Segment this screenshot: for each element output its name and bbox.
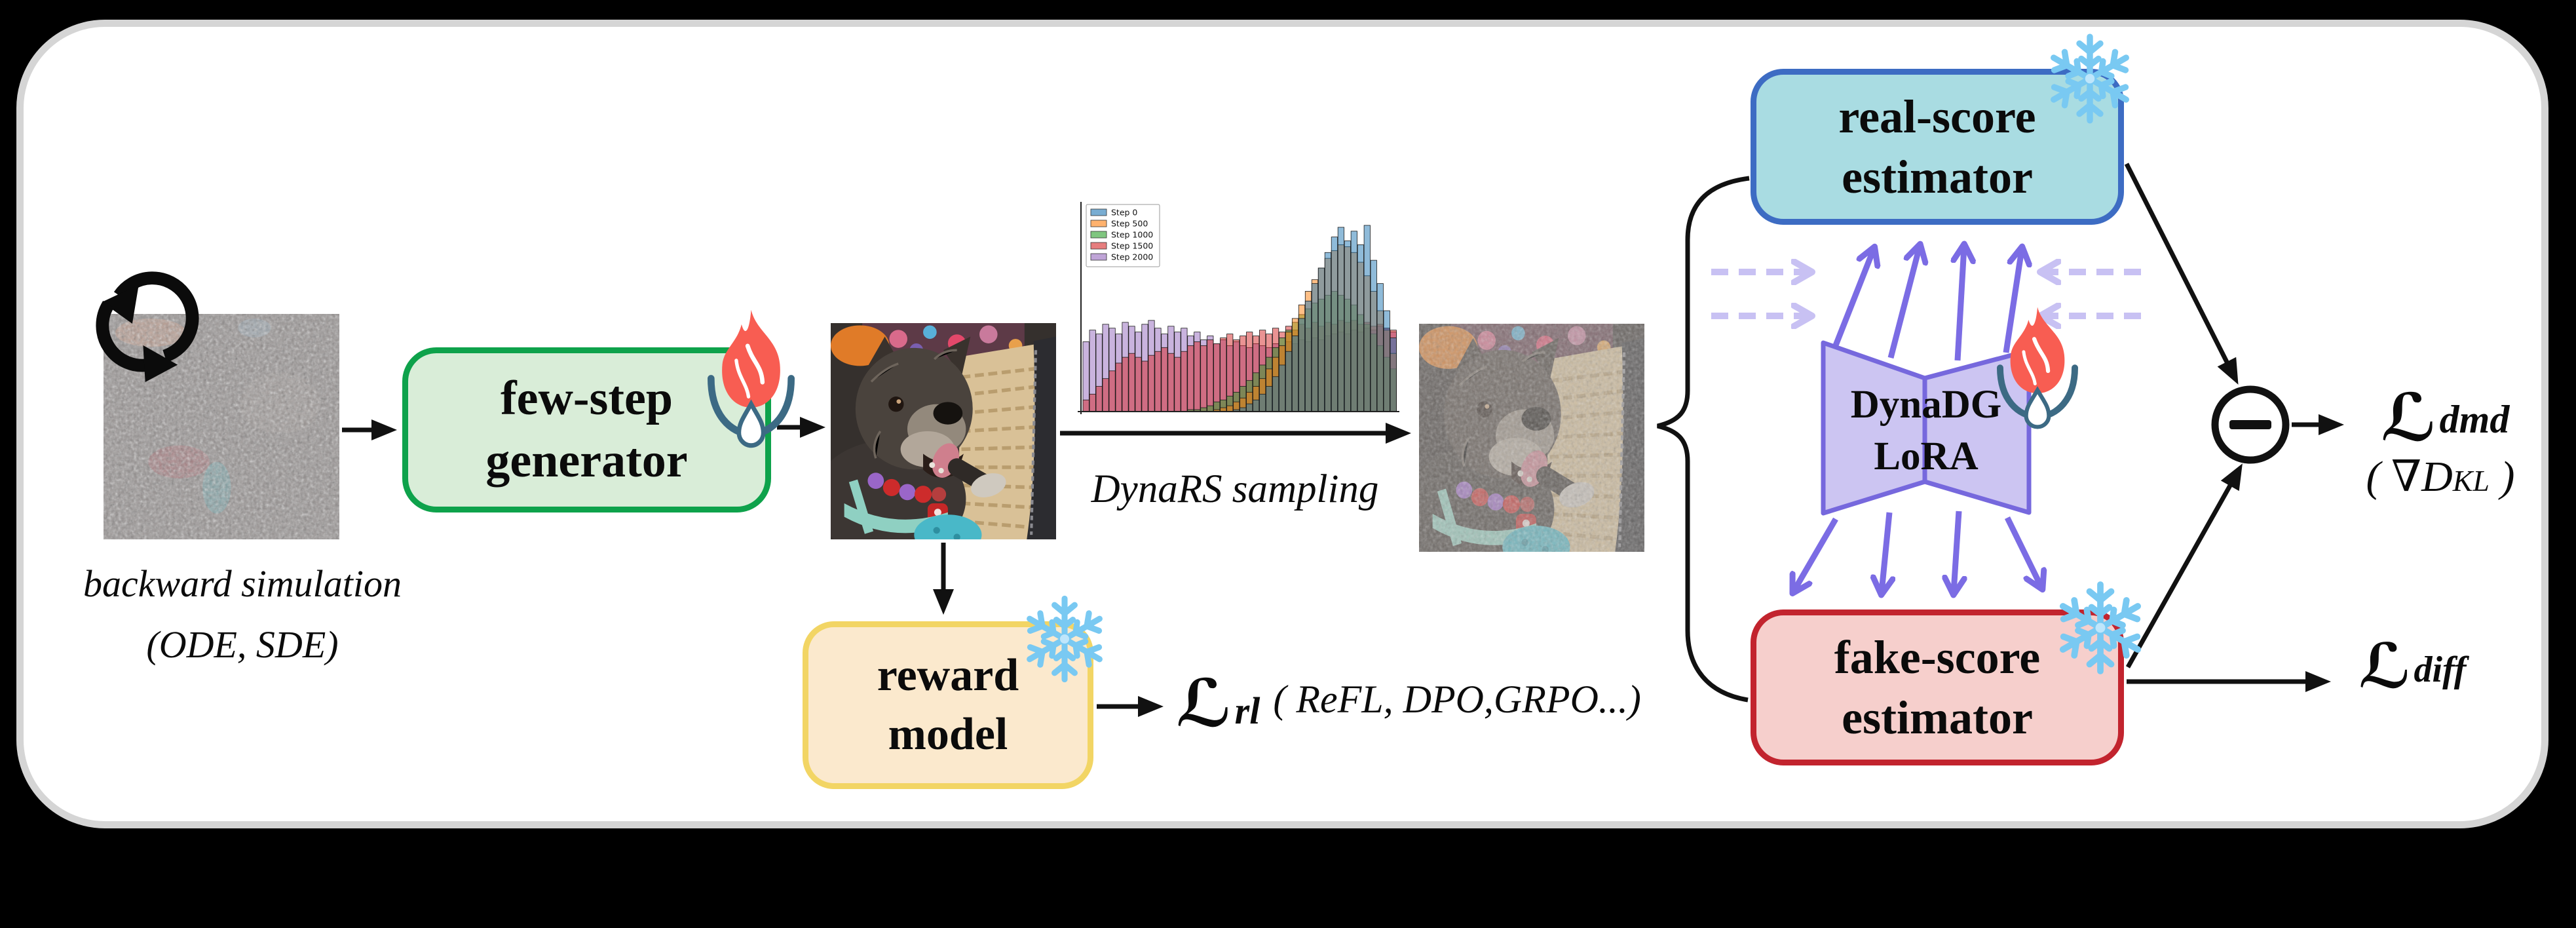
dynars-sampling-caption: DynaRS sampling: [1091, 467, 1379, 511]
lora-to-fake-arrows: [1794, 511, 2041, 592]
hist-legend-label: Step 0: [1111, 208, 1137, 218]
renoised-dog-image: [1419, 324, 1644, 552]
reward-label-line1: reward: [877, 650, 1019, 701]
hist-legend-label: Step 2000: [1111, 252, 1153, 262]
loss-rl: ℒ rl ( ReFL, DPO,GRPO...): [1176, 667, 1641, 739]
snowflake-icon-real: [2049, 37, 2131, 121]
loss-dmd: ℒ dmd: [2381, 379, 2510, 456]
dmd-note-close: ): [2490, 453, 2515, 501]
dynars-timestep-histogram: Step 0 Step 500 Step 1000 Step 1500 Step 200…: [1064, 197, 1402, 417]
dmd-note-sub: KL: [2452, 464, 2490, 497]
loss-dmd-symbol: ℒ: [2381, 379, 2437, 456]
hist-legend-swatch: [1090, 242, 1107, 250]
hist-legend-label: Step 1000: [1111, 230, 1153, 240]
dynadg-lora-label: DynaDG LoRA: [1831, 375, 2021, 486]
lora-label-line1: DynaDG: [1850, 382, 2002, 427]
arrow-real-to-minus: [2124, 163, 2239, 385]
fake-label-line2: estimator: [1842, 691, 2033, 744]
generator-label-line2: generator: [485, 434, 688, 488]
reward-model-box: reward model: [803, 621, 1093, 789]
dashed-grad-arrows-right: [2043, 272, 2141, 316]
hist-legend-label: Step 500: [1111, 219, 1148, 229]
minus-node: [2211, 385, 2290, 464]
real-label-line1: real-score: [1838, 90, 2036, 143]
hist-legend-swatch: [1090, 220, 1107, 227]
loss-rl-note: ( ReFL, DPO,GRPO...): [1273, 677, 1641, 721]
dashed-grad-arrows-left: [1711, 272, 1809, 316]
cycle-icon: [102, 278, 193, 382]
backward-caption-line2: (ODE, SDE): [146, 623, 339, 666]
arrow-fake-to-minus: [2125, 463, 2243, 668]
few-step-generator-box: few-step generator: [402, 347, 771, 512]
reward-label-line2: model: [888, 709, 1008, 760]
loss-dmd-subscript: dmd: [2439, 398, 2510, 441]
hist-legend-label: Step 1500: [1111, 241, 1153, 251]
loss-diff-subscript: diff: [2414, 649, 2467, 690]
generator-label-line1: few-step: [500, 372, 673, 426]
loss-diff-symbol: ℒ: [2358, 630, 2412, 703]
backward-simulation-caption: backward simulation (ODE, SDE): [62, 554, 423, 676]
loss-rl-subscript: rl: [1234, 689, 1260, 732]
flame-droplet-icon-lora: [2000, 307, 2075, 427]
backward-caption-line1: backward simulation: [83, 562, 402, 605]
snowflake-icon-reward: [1025, 598, 1105, 679]
flame-droplet-icon-generator: [711, 310, 791, 446]
pure-noise-image: [104, 314, 339, 539]
real-label-line2: estimator: [1842, 151, 2033, 203]
loss-rl-symbol: ℒ: [1176, 665, 1232, 742]
dmd-note-main: ∇D: [2391, 453, 2453, 501]
fake-score-estimator-box: fake-score estimator: [1751, 609, 2124, 765]
hist-legend-swatch: [1090, 253, 1107, 261]
lora-to-real-arrows: [1831, 246, 2022, 361]
fake-label-line1: fake-score: [1834, 630, 2041, 684]
hist-legend-swatch: [1090, 208, 1107, 216]
hist-legend-swatch: [1090, 231, 1107, 239]
lora-label-line2: LoRA: [1874, 435, 1979, 478]
loss-dmd-gradient-note: ( ∇DKL ): [2342, 451, 2539, 502]
brace-split-to-estimators: [1657, 176, 1750, 703]
dmd-note-open: (: [2366, 453, 2391, 501]
loss-diff: ℒ diff: [2358, 630, 2467, 703]
snowflake-icon-fake: [2058, 585, 2144, 671]
